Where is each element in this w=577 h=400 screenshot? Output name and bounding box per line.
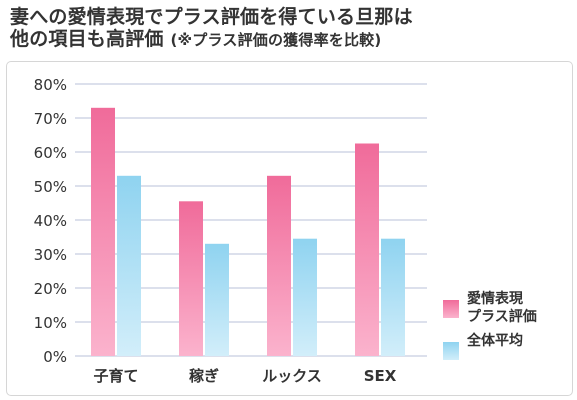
bar-affection-plus [355, 143, 379, 356]
bar-overall-average [205, 243, 229, 356]
y-tick-label: 20% [34, 280, 67, 298]
legend-item-series-2: 全体平均 [443, 332, 572, 372]
chart-legend: 愛情表現 プラス評価 全体平均 [443, 290, 572, 374]
y-tick-label: 80% [34, 76, 67, 94]
bar-affection-plus [91, 107, 115, 356]
x-category-label: SEX [364, 367, 397, 385]
bar-overall-average [117, 175, 141, 356]
x-category-label: ルックス [262, 367, 322, 385]
x-category-label: 子育て [93, 367, 138, 385]
y-tick-label: 10% [34, 314, 67, 332]
y-tick-label: 60% [34, 144, 67, 162]
chart-panel: 0% 10% 20% 30% 40% 50% 60% 70% 80% 子育て 稼ぎ ルックス SEX 愛… [6, 61, 573, 396]
chart-title: 妻への愛情表現でプラス評価を得ている旦那は 他の項目も高評価 (※プラス評価の獲… [10, 6, 570, 51]
title-line-2-sub: (※プラス評価の獲得率を比較) [170, 31, 382, 49]
y-tick-label: 50% [34, 178, 67, 196]
legend-label-series-1: 愛情表現 プラス評価 [467, 291, 537, 325]
bar-overall-average [381, 238, 405, 356]
y-tick-label: 40% [34, 212, 67, 230]
bar-chart: 0% 10% 20% 30% 40% 50% 60% 70% 80% 子育て 稼ぎ ルックス SEX [34, 76, 427, 385]
y-tick-label: 0% [43, 348, 67, 366]
y-tick-label: 70% [34, 110, 67, 128]
title-line-1: 妻への愛情表現でプラス評価を得ている旦那は [10, 6, 413, 28]
legend-label-series-2: 全体平均 [467, 333, 523, 349]
bar-affection-plus [267, 175, 291, 356]
title-line-2: 他の項目も高評価 (※プラス評価の獲得率を比較) [10, 28, 570, 51]
title-line-2-main: 他の項目も高評価 [10, 28, 164, 50]
legend-swatch-series-2 [443, 342, 459, 360]
legend-swatch-series-1 [443, 300, 459, 318]
y-tick-label: 30% [34, 246, 67, 264]
x-category-label: 稼ぎ [189, 367, 219, 385]
legend-item-series-1: 愛情表現 プラス評価 [443, 290, 572, 330]
bar-affection-plus [179, 201, 203, 356]
bar-overall-average [293, 238, 317, 356]
